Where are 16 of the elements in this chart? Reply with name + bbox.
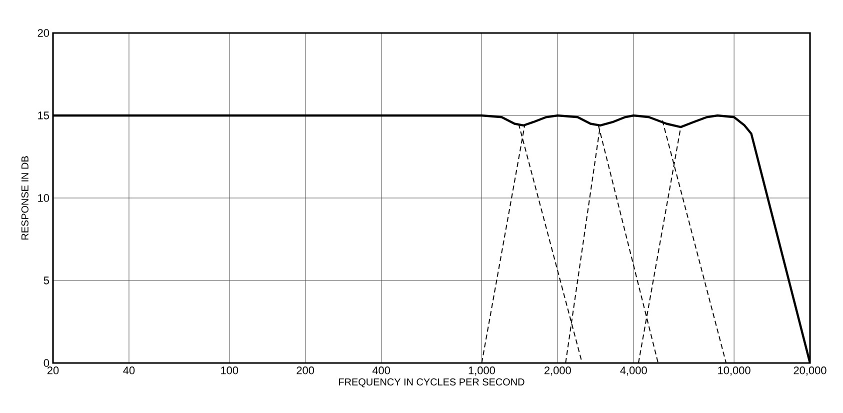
y-axis-title: RESPONSE IN DB [21, 156, 28, 240]
x-tick-label: 1,000 [468, 366, 495, 376]
x-tick-label: 40 [123, 366, 135, 374]
y-tick-label: 0 [44, 359, 50, 367]
y-tick-label: 15 [38, 112, 50, 120]
y-tick-label: 20 [38, 29, 50, 37]
x-axis-title: FREQUENCY IN CYCLES PER SECOND [339, 378, 524, 388]
y-tick-label: 10 [38, 194, 50, 202]
x-tick-label: 100 [221, 366, 238, 374]
x-tick-label: 4,000 [620, 366, 647, 376]
x-tick-label: 400 [372, 366, 390, 374]
y-tick-label: 5 [44, 276, 50, 284]
x-tick-label: 2,000 [544, 366, 571, 376]
x-tick-label: 10,000 [718, 366, 750, 376]
x-tick-label: 200 [296, 366, 314, 374]
x-tick-label: 20,000 [794, 366, 826, 376]
